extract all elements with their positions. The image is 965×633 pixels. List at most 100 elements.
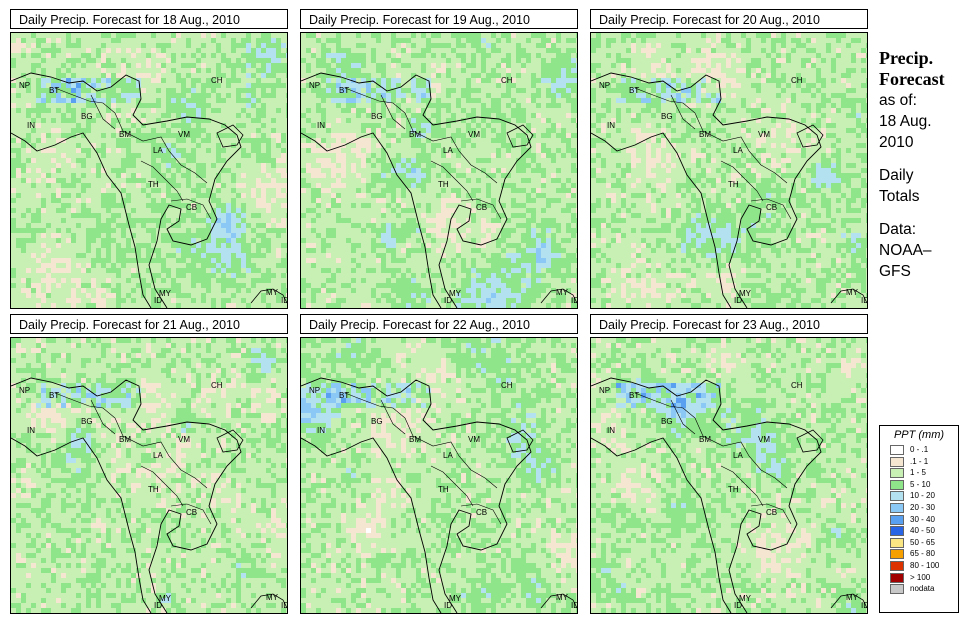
precip-cell bbox=[186, 153, 191, 158]
precip-cell bbox=[131, 268, 136, 273]
precip-cell bbox=[71, 183, 76, 188]
precip-cell bbox=[396, 78, 401, 83]
precip-cell bbox=[501, 63, 506, 68]
precip-cell bbox=[341, 188, 346, 193]
precip-cell bbox=[241, 123, 246, 128]
precip-cell bbox=[371, 138, 376, 143]
precip-cell bbox=[366, 148, 371, 153]
precip-cell bbox=[66, 188, 71, 193]
precip-cell bbox=[111, 108, 116, 113]
precip-cell bbox=[236, 268, 241, 273]
precip-cell bbox=[311, 63, 316, 68]
precip-cell bbox=[496, 193, 501, 198]
precip-cell bbox=[111, 53, 116, 58]
precip-cell bbox=[306, 118, 311, 123]
precip-cell bbox=[251, 43, 256, 48]
precip-cell bbox=[561, 68, 566, 73]
precip-cell bbox=[571, 143, 576, 148]
precip-cell bbox=[11, 208, 16, 213]
precip-cell bbox=[471, 138, 476, 143]
precip-cell bbox=[26, 88, 31, 93]
precip-cell bbox=[551, 78, 556, 83]
precip-cell bbox=[151, 38, 156, 43]
precip-cell bbox=[356, 198, 361, 203]
precip-cell bbox=[241, 158, 246, 163]
precip-cell bbox=[261, 173, 266, 178]
precip-cell bbox=[171, 168, 176, 173]
precip-cell bbox=[11, 83, 16, 88]
precip-cell bbox=[551, 83, 556, 88]
precip-cell bbox=[501, 173, 506, 178]
precip-cell bbox=[61, 233, 66, 238]
precip-cell bbox=[226, 98, 231, 103]
precip-cell bbox=[221, 268, 226, 273]
precip-cell bbox=[236, 183, 241, 188]
precip-cell bbox=[471, 33, 476, 38]
precip-cell bbox=[196, 153, 201, 158]
precip-cell bbox=[151, 193, 156, 198]
precip-cell bbox=[561, 108, 566, 113]
precip-cell bbox=[536, 108, 541, 113]
precip-cell bbox=[106, 43, 111, 48]
precip-cell bbox=[511, 98, 516, 103]
precip-cell bbox=[81, 148, 86, 153]
precip-cell bbox=[156, 83, 161, 88]
precip-cell bbox=[191, 98, 196, 103]
precip-cell bbox=[61, 83, 66, 88]
precip-cell bbox=[426, 138, 431, 143]
precip-cell bbox=[266, 238, 271, 243]
precip-cell bbox=[131, 58, 136, 63]
precip-cell bbox=[226, 293, 231, 298]
precip-cell bbox=[506, 73, 511, 78]
precip-cell bbox=[21, 263, 26, 268]
precip-cell bbox=[251, 238, 256, 243]
precip-cell bbox=[336, 108, 341, 113]
precip-cell bbox=[71, 58, 76, 63]
precip-cell bbox=[251, 128, 256, 133]
precip-cell bbox=[216, 33, 221, 38]
precip-cell bbox=[41, 133, 46, 138]
precip-cell bbox=[166, 198, 171, 203]
precip-cell bbox=[536, 63, 541, 68]
precip-cell bbox=[436, 93, 441, 98]
precip-cell bbox=[126, 238, 131, 243]
precip-cell bbox=[231, 213, 236, 218]
precip-cell bbox=[96, 248, 101, 253]
precip-cell bbox=[241, 78, 246, 83]
precip-cell bbox=[416, 98, 421, 103]
precip-cell bbox=[546, 193, 551, 198]
precip-cell bbox=[16, 303, 21, 308]
precip-cell bbox=[376, 68, 381, 73]
precip-cell bbox=[551, 138, 556, 143]
precip-cell bbox=[106, 163, 111, 168]
precip-cell bbox=[566, 53, 571, 58]
precip-cell bbox=[71, 188, 76, 193]
precip-cell bbox=[251, 258, 256, 263]
precip-cell bbox=[406, 43, 411, 48]
precip-cell bbox=[261, 53, 266, 58]
precip-cell bbox=[216, 223, 221, 228]
precip-cell bbox=[236, 188, 241, 193]
precip-cell bbox=[391, 103, 396, 108]
precip-cell bbox=[511, 138, 516, 143]
precip-cell bbox=[61, 98, 66, 103]
precip-cell bbox=[486, 73, 491, 78]
precip-cell bbox=[261, 213, 266, 218]
precip-cell bbox=[431, 73, 436, 78]
precip-cell bbox=[131, 273, 136, 278]
precip-cell bbox=[31, 208, 36, 213]
precip-cell bbox=[466, 163, 471, 168]
precip-cell bbox=[171, 163, 176, 168]
precip-cell bbox=[106, 128, 111, 133]
precip-cell bbox=[91, 183, 96, 188]
precip-cell bbox=[191, 233, 196, 238]
precip-cell bbox=[111, 238, 116, 243]
precip-cell bbox=[166, 193, 171, 198]
precip-cell bbox=[421, 198, 426, 203]
precip-cell bbox=[396, 178, 401, 183]
precip-cell bbox=[306, 138, 311, 143]
precip-cell bbox=[336, 83, 341, 88]
precip-cell bbox=[481, 133, 486, 138]
precip-cell bbox=[436, 48, 441, 53]
precip-cell bbox=[576, 78, 577, 83]
